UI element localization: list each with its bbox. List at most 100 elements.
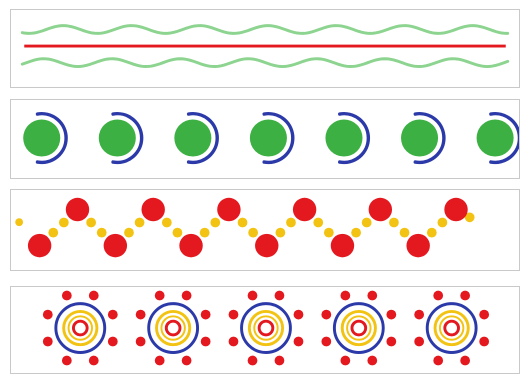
yellow-dot [86, 217, 96, 228]
yellow-ring [155, 309, 192, 347]
red-dot [217, 197, 241, 222]
yellow-dot [313, 217, 324, 228]
red-petal-dot [293, 309, 304, 320]
red-petal-dot [61, 290, 72, 301]
red-petal-dot [340, 290, 351, 301]
yellow-dot [237, 217, 248, 228]
red-dot [27, 233, 52, 258]
red-dot [406, 233, 430, 258]
red-petal-dot [293, 336, 304, 347]
red-petal-dot [135, 336, 146, 347]
green-dot [476, 119, 514, 157]
red-petal-dot [274, 355, 285, 366]
red-petal-dot [181, 290, 192, 301]
wavy-lines-pattern [20, 24, 510, 68]
blue-arc [413, 111, 446, 165]
red-petal-dot [228, 336, 239, 347]
yellow-inner-ring [67, 315, 94, 341]
green-dot [174, 119, 212, 157]
red-petal-dot [479, 336, 490, 347]
blue-outer-ring [147, 302, 200, 354]
red-petal-dot [433, 290, 444, 301]
red-petal-dot [154, 290, 165, 301]
yellow-dot [286, 217, 296, 228]
red-dot [330, 233, 355, 258]
yellow-dot [275, 227, 286, 238]
blue-arc [35, 111, 68, 165]
red-dot [179, 233, 203, 258]
red-dot [141, 197, 165, 222]
yellow-inner-ring [438, 315, 465, 341]
red-petal-dot [247, 290, 258, 301]
red-petal-dot [61, 355, 72, 366]
yellow-dot [426, 227, 437, 238]
red-petal-dot [181, 355, 192, 366]
blue-arc [186, 111, 219, 165]
blue-arc [489, 111, 519, 165]
red-petal-dot [107, 336, 118, 347]
zigzag-dots-pattern [15, 197, 475, 258]
red-petal-dot [367, 290, 378, 301]
yellow-dot [389, 217, 399, 228]
red-petal-dot [200, 309, 211, 320]
red-petal-dot [340, 355, 351, 366]
yellow-dot [210, 217, 221, 228]
green-dot [401, 119, 439, 157]
yellow-dot [134, 217, 145, 228]
red-center-ring [350, 319, 368, 337]
blue-arc [111, 111, 144, 165]
blue-outer-ring [240, 302, 292, 354]
red-dot [255, 233, 279, 258]
green-dot [98, 119, 136, 157]
red-dot [103, 233, 128, 258]
red-petal-dot [274, 290, 285, 301]
yellow-ring [62, 309, 99, 347]
rosettes-pattern [42, 290, 490, 366]
red-center-ring [257, 319, 275, 337]
blue-arc [338, 111, 370, 165]
pattern-panel-wavy-lines [10, 9, 520, 88]
yellow-dot [48, 227, 59, 238]
red-petal-dot [42, 336, 53, 347]
yellow-inner-ring [346, 315, 372, 341]
yellow-dot [437, 217, 448, 228]
dots-and-arcs-pattern [23, 111, 519, 165]
pattern-panel-dots-and-arcs [10, 99, 520, 179]
yellow-dot [323, 227, 334, 238]
lower-green-wavy-line [20, 57, 510, 68]
red-petal-dot [247, 355, 258, 366]
red-center-ring [164, 319, 182, 337]
blue-outer-ring [425, 302, 478, 354]
red-dot [444, 197, 468, 222]
red-petal-dot [460, 355, 471, 366]
yellow-dot [124, 227, 134, 238]
yellow-dot [161, 217, 172, 228]
green-dot [23, 119, 61, 157]
red-petal-dot [414, 336, 425, 347]
yellow-dot [96, 227, 107, 238]
green-dot [325, 119, 363, 157]
red-petal-dot [200, 336, 211, 347]
red-petal-dot [135, 309, 146, 320]
yellow-dot [361, 217, 372, 228]
yellow-ring [433, 309, 470, 347]
red-petal-dot [479, 309, 490, 320]
red-petal-dot [228, 309, 239, 320]
yellow-inner-ring [160, 315, 186, 341]
red-petal-dot [321, 336, 332, 347]
pattern-panel-rosettes [10, 286, 520, 374]
red-petal-dot [107, 309, 118, 320]
blue-outer-ring [332, 302, 385, 354]
red-dot [65, 197, 90, 222]
red-petal-dot [386, 336, 397, 347]
pattern-panel-zigzag-dots [10, 189, 520, 271]
red-petal-dot [386, 309, 397, 320]
red-petal-dot [88, 290, 99, 301]
yellow-ring [340, 309, 377, 347]
red-center-ring [443, 319, 460, 337]
red-petal-dot [154, 355, 165, 366]
green-dot [249, 119, 287, 157]
yellow-ring [247, 309, 285, 347]
red-petal-dot [321, 309, 332, 320]
yellow-dot [248, 227, 259, 238]
